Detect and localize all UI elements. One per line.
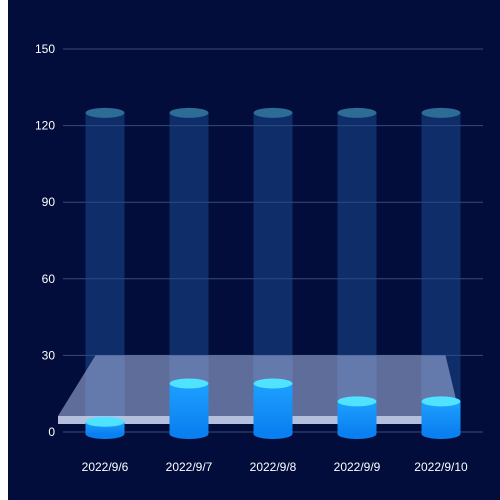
y-tick-label: 90 (42, 195, 56, 209)
bar (253, 383, 293, 434)
chart-panel: 0 30 60 90 120 150 2022/9/6 2022/9/7 2022/9/8 20… (8, 0, 500, 500)
bar-cap (85, 416, 125, 427)
y-tick-label: 30 (42, 348, 56, 362)
background-bar-cap (85, 107, 125, 118)
bar-cap (421, 396, 461, 407)
y-tick-label: 120 (35, 119, 55, 133)
x-tick-label: 2022/9/8 (250, 460, 297, 474)
bar-cap (337, 396, 377, 407)
bar-cap (169, 378, 209, 389)
background-bar-cap (337, 107, 377, 118)
bar-cap (253, 378, 293, 389)
data-bars (85, 378, 461, 439)
y-tick-label: 0 (48, 425, 55, 439)
x-axis: 2022/9/6 2022/9/7 2022/9/8 2022/9/9 2022/9/1… (82, 460, 468, 474)
y-axis: 0 30 60 90 120 150 (35, 42, 55, 439)
background-bar-cap (421, 107, 461, 118)
background-bar-cap (169, 107, 209, 118)
bar (169, 383, 209, 434)
x-tick-label: 2022/9/6 (82, 460, 129, 474)
bar (421, 401, 461, 434)
x-tick-label: 2022/9/10 (414, 460, 468, 474)
x-tick-label: 2022/9/9 (334, 460, 381, 474)
x-tick-label: 2022/9/7 (166, 460, 213, 474)
y-tick-label: 150 (35, 42, 55, 56)
background-bar-cap (253, 107, 293, 118)
y-tick-label: 60 (42, 272, 56, 286)
bar (337, 401, 377, 434)
